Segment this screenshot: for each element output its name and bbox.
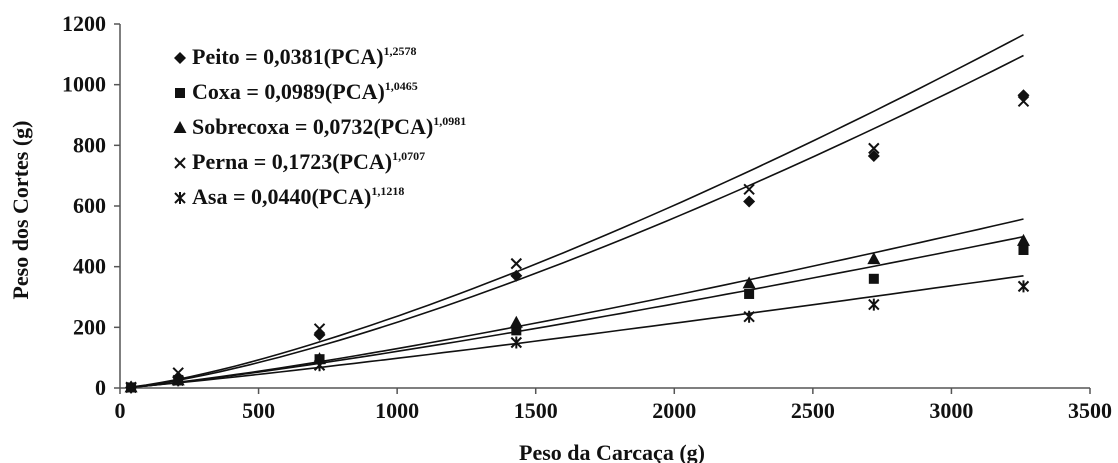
legend-equation-asa: Asa = 0,0440(PCA)1,1218	[192, 184, 404, 209]
data-points	[124, 89, 1030, 394]
legend-marker-coxa	[175, 88, 185, 98]
x-tick-label: 2500	[791, 398, 835, 423]
x-axis-title: Peso da Carcaça (g)	[519, 440, 705, 463]
y-tick-labels: 0 200 400 600 800 1000 1200	[62, 11, 106, 400]
point-coxa	[744, 288, 755, 299]
legend-entry-sobrecoxa: Sobrecoxa = 0,0732(PCA)1,0981	[173, 114, 466, 139]
legend-equation-peito: Peito = 0,0381(PCA)1,2578	[192, 44, 417, 69]
x-tick-label: 1000	[375, 398, 419, 423]
x-tick-label: 0	[115, 398, 126, 423]
x-tick-labels: 0 500 1000 1500 2000 2500 3000 3500	[115, 398, 1113, 423]
point-sobrecoxa	[742, 276, 756, 289]
legend-equation-sobrecoxa: Sobrecoxa = 0,0732(PCA)1,0981	[192, 114, 466, 139]
legend-entry-coxa: Coxa = 0,0989(PCA)1,0465	[175, 79, 418, 104]
point-coxa	[511, 325, 522, 336]
point-perna	[313, 323, 326, 335]
fit-lines	[130, 33, 1024, 389]
point-peito	[313, 328, 326, 341]
point-peito	[1017, 89, 1030, 102]
legend-marker-peito	[174, 52, 186, 64]
fit-line-sobrecoxa	[131, 218, 1024, 389]
point-sobrecoxa	[867, 252, 881, 265]
legend: Peito = 0,0381(PCA)1,2578 Coxa = 0,0989(P…	[173, 44, 466, 209]
legend-marker-asa	[174, 192, 186, 204]
point-perna	[1017, 95, 1030, 108]
x-tick-label: 2000	[652, 398, 696, 423]
y-axis-title: Peso dos Cortes (g)	[8, 120, 33, 299]
y-tick-label: 600	[73, 193, 106, 218]
point-asa	[743, 310, 755, 323]
axes	[114, 23, 1091, 394]
x-tick-label: 500	[242, 398, 275, 423]
x-tick-label: 1500	[514, 398, 558, 423]
legend-entry-perna: Perna = 0,1723(PCA)1,0707	[174, 149, 425, 174]
legend-marker-perna	[174, 157, 186, 169]
y-tick-label: 200	[73, 314, 106, 339]
legend-entry-asa: Asa = 0,0440(PCA)1,1218	[174, 184, 404, 209]
y-tick-label: 800	[73, 132, 106, 157]
y-tick-label: 1000	[62, 72, 106, 97]
point-asa	[172, 374, 184, 387]
point-sobrecoxa	[509, 315, 523, 328]
point-asa	[868, 298, 880, 311]
point-perna	[510, 257, 523, 270]
point-perna	[743, 183, 755, 196]
point-asa	[313, 359, 326, 372]
fit-line-asa	[131, 275, 1024, 388]
point-coxa	[868, 273, 879, 284]
point-peito	[510, 269, 523, 282]
fit-line-coxa	[131, 235, 1024, 388]
point-asa	[510, 336, 523, 349]
point-asa	[1017, 280, 1030, 293]
fit-line-peito	[131, 54, 1024, 388]
legend-marker-sobrecoxa	[173, 121, 187, 133]
y-tick-label: 0	[95, 375, 106, 400]
legend-entry-peito: Peito = 0,0381(PCA)1,2578	[174, 44, 417, 69]
point-asa	[125, 381, 137, 394]
y-tick-label: 400	[73, 254, 106, 279]
point-peito	[743, 195, 756, 208]
legend-equation-coxa: Coxa = 0,0989(PCA)1,0465	[192, 79, 418, 104]
y-tick-label: 1200	[62, 11, 106, 36]
legend-equation-perna: Perna = 0,1723(PCA)1,0707	[192, 149, 425, 174]
point-peito	[867, 149, 880, 162]
x-tick-label: 3500	[1068, 398, 1112, 423]
point-sobrecoxa	[1016, 233, 1030, 246]
point-perna	[868, 142, 880, 155]
x-tick-label: 3000	[929, 398, 973, 423]
point-coxa	[1018, 244, 1029, 255]
fit-line-perna	[130, 33, 1024, 388]
